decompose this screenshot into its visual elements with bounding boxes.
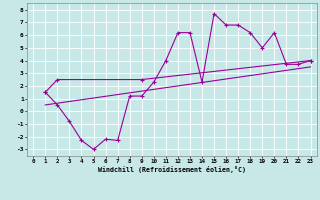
X-axis label: Windchill (Refroidissement éolien,°C): Windchill (Refroidissement éolien,°C) xyxy=(98,166,246,173)
